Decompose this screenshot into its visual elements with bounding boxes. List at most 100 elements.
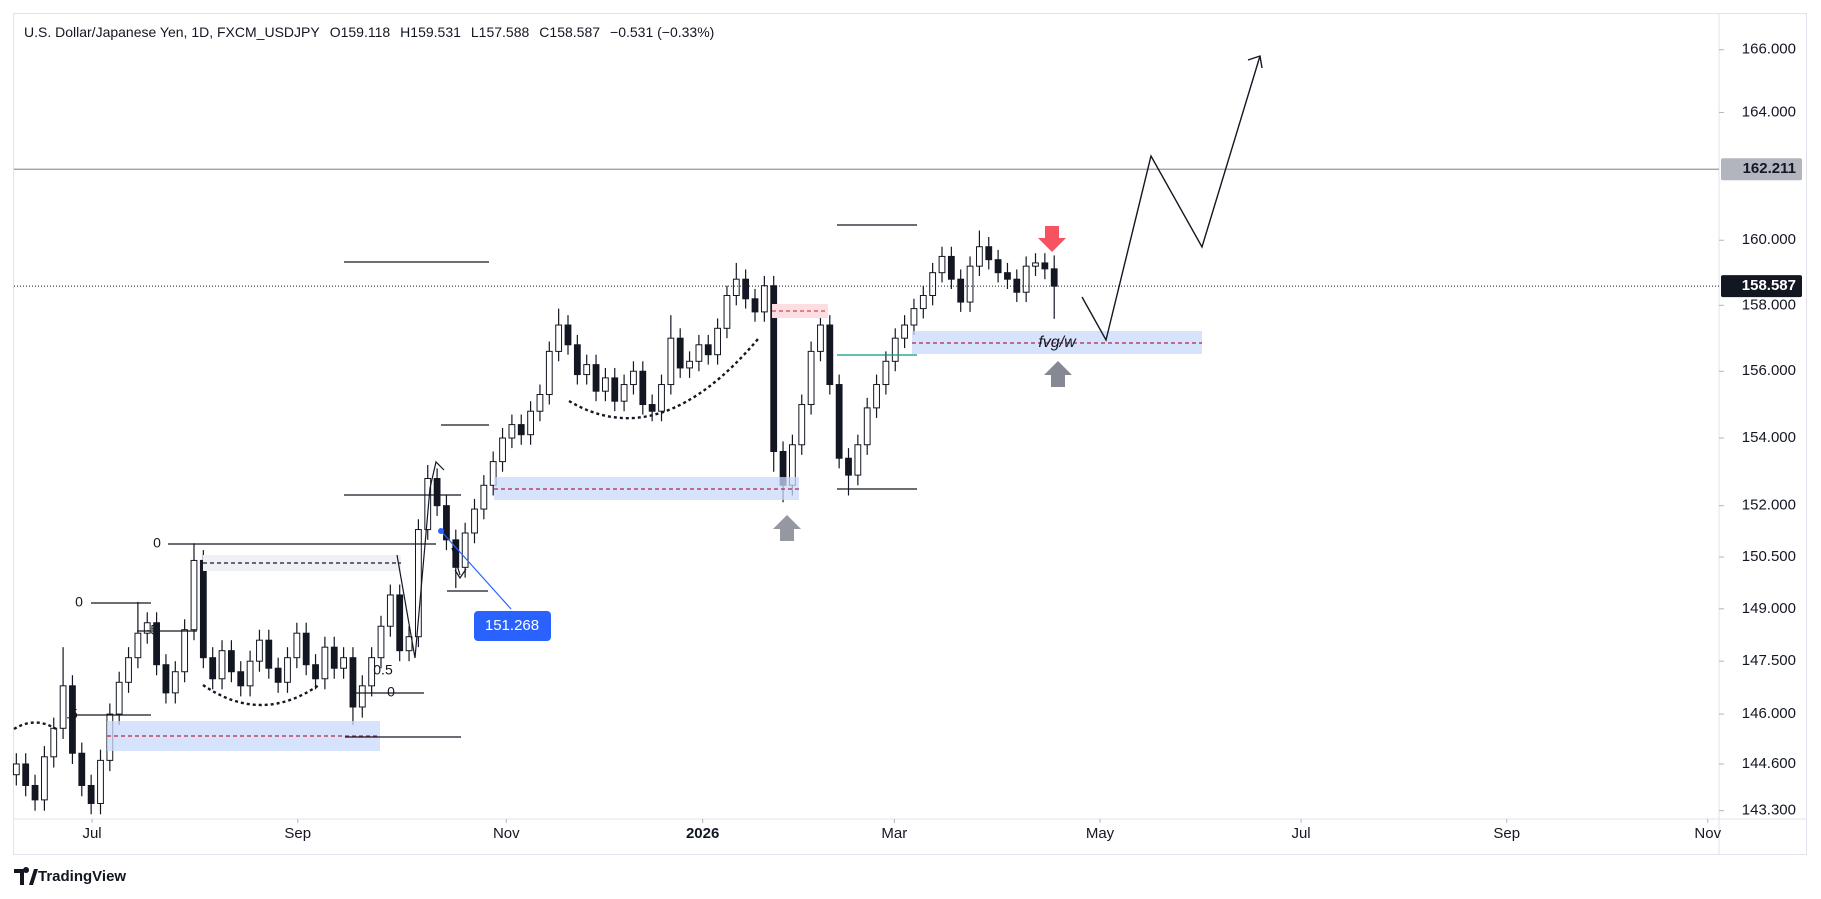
measure-box (474, 611, 551, 641)
candle-body (265, 639, 273, 669)
price-label: 162.211 (1743, 160, 1796, 177)
candle-body (901, 324, 909, 339)
candle-body (863, 407, 871, 446)
zone-label: fvg/w (1038, 334, 1077, 351)
frame (13, 13, 1807, 855)
candle-body (461, 532, 469, 568)
x-tick-label: Jul (1291, 825, 1310, 842)
candle-body (1032, 262, 1039, 267)
projection (1081, 55, 1261, 342)
candle-body (349, 657, 357, 708)
candle-body (358, 685, 366, 708)
candle-body (695, 344, 703, 362)
candle-body (723, 295, 731, 329)
low: L157.588 (471, 24, 530, 40)
x-tick-label: Nov (493, 825, 520, 842)
price-label-box (1721, 158, 1802, 181)
open: O159.118 (330, 24, 391, 40)
candle-body (760, 285, 768, 313)
arrow (451, 547, 467, 580)
candle-body (12, 763, 20, 776)
candle-body (845, 457, 852, 476)
y-tick-label: 166.000 (1742, 41, 1796, 58)
candle-body (985, 246, 993, 261)
candle-body (611, 377, 619, 402)
up-arrow (1044, 361, 1072, 387)
price-label: 158.587 (1742, 277, 1796, 294)
up-arrow (773, 515, 801, 541)
y-tick-label: 150.500 (1742, 548, 1796, 565)
symbol: U.S. Dollar/Japanese Yen, 1D, FXCM_USDJP… (24, 24, 320, 40)
candle-body (742, 278, 750, 300)
price-label-box (1721, 275, 1802, 298)
candle-body (686, 360, 693, 369)
candle-body (78, 752, 86, 786)
candle-body (368, 657, 376, 687)
candle-body (125, 657, 132, 683)
candle-body (424, 478, 432, 531)
candle-body (237, 671, 245, 687)
candle-body (312, 664, 319, 680)
candle-body (555, 324, 563, 352)
candle-body (480, 484, 488, 510)
candle-body (994, 259, 1002, 274)
candle-body (396, 594, 404, 652)
candle-body (209, 657, 217, 680)
candle-body (573, 344, 581, 376)
candle-body (162, 664, 170, 694)
candle-body (545, 350, 553, 396)
candle-body (882, 360, 890, 386)
candle-body (910, 308, 918, 326)
zone (494, 477, 799, 500)
brand-logo (14, 867, 38, 885)
candle-body (274, 667, 282, 683)
candle-body (227, 650, 235, 673)
fib-label: .5 (66, 706, 78, 722)
header: U.S. Dollar/Japanese Yen, 1D, FXCM_USDJP… (24, 24, 714, 40)
candle-body (826, 324, 834, 386)
y-tick-label: 164.000 (1742, 103, 1796, 120)
candle-body (648, 404, 656, 412)
y-tick-label: 146.000 (1742, 705, 1796, 722)
candle-body (1041, 262, 1049, 270)
candle-body (854, 444, 862, 476)
candle-body (592, 364, 600, 392)
candle-body (181, 629, 189, 673)
candle-body (583, 364, 591, 376)
candle-body (153, 622, 160, 666)
candle-body (443, 505, 450, 541)
candle-body (386, 594, 394, 627)
candle-body (630, 370, 637, 386)
candle-body (536, 394, 544, 412)
candle-body (817, 324, 824, 352)
candle-body (22, 763, 30, 786)
x-tick-label: Mar (881, 825, 907, 842)
candle-body (798, 404, 806, 446)
change: −0.531 (−0.33%) (610, 24, 714, 40)
candle-body (377, 625, 385, 659)
candle-body (87, 784, 95, 804)
candle-body (517, 424, 525, 436)
candle-body (256, 639, 263, 662)
candle-body (489, 461, 497, 486)
fib-label: ·5 (146, 622, 159, 638)
candle-body (59, 685, 67, 729)
candle-body (658, 384, 665, 412)
candle-body (732, 278, 740, 297)
fib-label: 0 (75, 594, 83, 610)
candle-body (1022, 265, 1030, 293)
candle-body (601, 377, 609, 392)
candle-body (115, 681, 123, 715)
candle-body (714, 327, 721, 356)
candle-body (218, 650, 226, 680)
brand: TradingView (38, 868, 126, 885)
projection-head (1247, 55, 1263, 69)
fib-label: 0 (387, 684, 395, 700)
candle-body (1004, 272, 1011, 280)
zone (912, 331, 1202, 354)
candle-body (499, 437, 506, 463)
candle-body (171, 671, 179, 694)
candle-body (31, 784, 39, 801)
